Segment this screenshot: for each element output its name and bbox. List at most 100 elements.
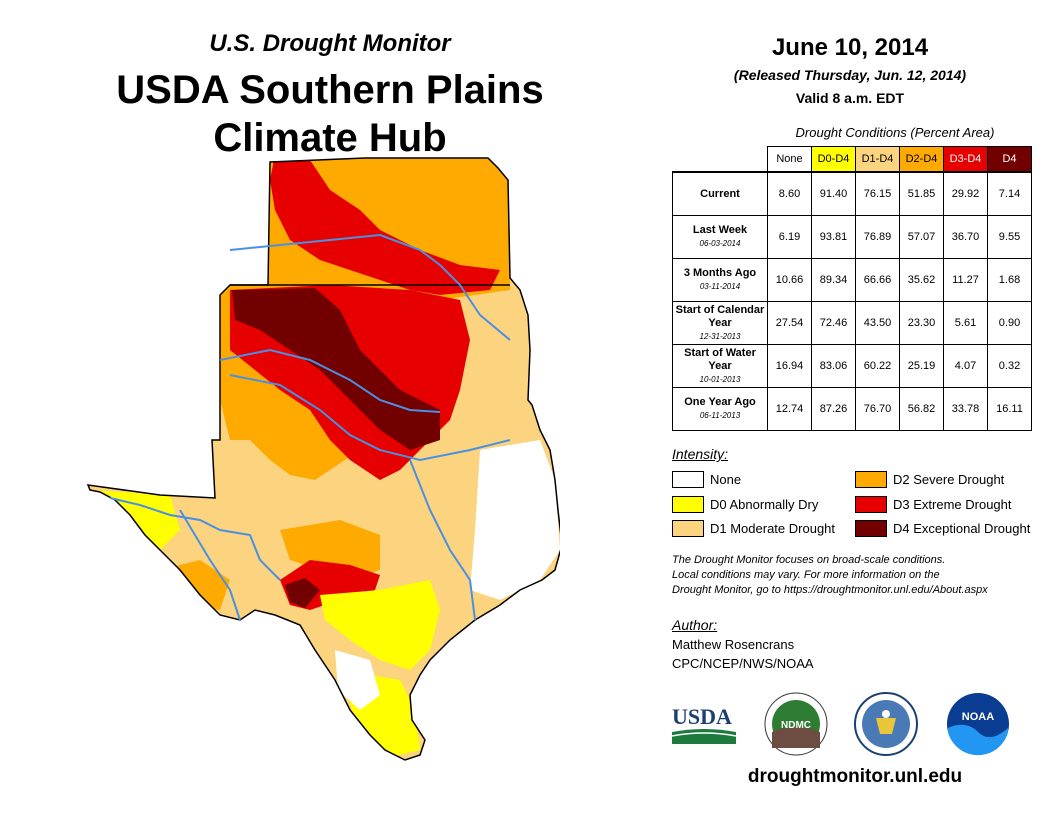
note-line: The Drought Monitor focuses on broad-sca…: [672, 554, 946, 566]
legend-item-d2: D2 Severe Drought: [855, 471, 1004, 488]
river: [229, 374, 511, 462]
usda-logo: USDA: [671, 700, 737, 748]
legend-item-d1: D1 Moderate Drought: [672, 520, 835, 537]
table-row: Current 8.60 91.40 76.15 51.85 29.92 7.1…: [672, 171, 1032, 216]
legend-swatch: [855, 496, 887, 513]
cell: 5.61: [943, 301, 988, 345]
legend-item-none: None: [672, 471, 741, 488]
legend-label: D1 Moderate Drought: [710, 521, 836, 536]
row-title: 3 Months Ago: [683, 267, 757, 279]
row-date: 06-11-2013: [699, 411, 741, 420]
cell: 83.06: [811, 344, 856, 388]
table-row: Start of Calendar Year 12-31-2013 27.54 7…: [672, 301, 1032, 345]
cell: 0.90: [987, 301, 1032, 345]
legend-swatch: [672, 520, 704, 537]
row-label: Current: [672, 171, 768, 216]
drought-conditions-table: None D0-D4 D1-D4 D2-D4 D3-D4 D4 Current …: [672, 146, 1032, 431]
cell: 25.19: [899, 344, 944, 388]
drought-map: [86, 157, 560, 761]
legend-label: D3 Extreme Drought: [893, 497, 1012, 512]
d3-zone-ks: [270, 158, 500, 295]
legend-label: None: [710, 472, 742, 487]
cell: 6.19: [767, 215, 812, 259]
note-line: Local conditions may vary. For more info…: [672, 569, 940, 581]
cell: 76.70: [855, 387, 900, 431]
row-title: Last Week: [692, 224, 748, 236]
river: [179, 509, 241, 621]
legend-item-d4: D4 Exceptional Drought: [855, 520, 1030, 537]
ndmc-logo-text: NDMC: [781, 720, 811, 731]
cell: 10.66: [767, 258, 812, 302]
legend-item-d3: D3 Extreme Drought: [855, 496, 1012, 513]
map-title: USDA Southern Plains Climate Hub: [40, 66, 620, 162]
legend-item-d0: D0 Abnormally Dry: [672, 496, 818, 513]
region-outline: [86, 157, 560, 761]
d4-zone-tx: [285, 578, 320, 608]
title-line-1: USDA Southern Plains: [116, 68, 544, 112]
col-header-none: None: [767, 146, 812, 173]
row-date: 03-11-2014: [699, 282, 741, 291]
row-date: 10-01-2013: [699, 374, 741, 384]
cell: 16.11: [987, 387, 1032, 431]
row-label: Last Week 06-03-2014: [672, 215, 768, 259]
row-title: Current: [700, 187, 740, 200]
cell: 57.07: [899, 215, 944, 259]
cell: 56.82: [899, 387, 944, 431]
cell: 23.30: [899, 301, 944, 345]
cell: 16.94: [767, 344, 812, 388]
disclaimer-note: The Drought Monitor focuses on broad-sca…: [672, 553, 1042, 598]
none-zone-east: [470, 440, 560, 600]
cell: 33.78: [943, 387, 988, 431]
cell: 12.74: [767, 387, 812, 431]
table-row: 3 Months Ago 03-11-2014 10.66 89.34 66.66…: [672, 258, 1032, 302]
commerce-seal: [854, 692, 918, 756]
cell: 0.32: [987, 344, 1032, 388]
table-caption: Drought Conditions (Percent Area): [795, 125, 995, 140]
website-link[interactable]: droughtmonitor.unl.edu: [747, 766, 963, 787]
author-heading: Author:: [672, 617, 718, 633]
released-date: (Released Thursday, Jun. 12, 2014): [733, 67, 967, 83]
cell: 66.66: [855, 258, 900, 302]
report-date: June 10, 2014: [771, 34, 929, 61]
cell: 1.68: [987, 258, 1032, 302]
d4-zone-ok: [232, 288, 440, 450]
map-subtitle: U.S. Drought Monitor: [209, 30, 451, 57]
d0-zone-west: [90, 490, 180, 550]
author-name: Matthew Rosencrans: [672, 637, 795, 652]
cell: 72.46: [811, 301, 856, 345]
cell: 35.62: [899, 258, 944, 302]
col-header-d4: D4: [987, 146, 1032, 173]
cell: 87.26: [811, 387, 856, 431]
cell: 76.15: [855, 171, 900, 216]
table-row: Last Week 06-03-2014 6.19 93.81 76.89 57.…: [672, 215, 1032, 259]
cell: 9.55: [987, 215, 1032, 259]
cell: 76.89: [855, 215, 900, 259]
cell: 89.34: [811, 258, 856, 302]
row-label: One Year Ago 06-11-2013: [672, 387, 768, 431]
row-date: 06-03-2014: [699, 239, 741, 248]
table-row: Start of Water Year 10-01-2013 16.94 83.0…: [672, 344, 1032, 388]
noaa-logo-text: NOAA: [962, 711, 994, 723]
cell: 36.70: [943, 215, 988, 259]
col-header-d1-d4: D1-D4: [855, 146, 900, 173]
cell: 11.27: [943, 258, 988, 302]
river: [229, 233, 511, 341]
cell: 4.07: [943, 344, 988, 388]
valid-time: Valid 8 a.m. EDT: [795, 90, 905, 106]
cell: 91.40: [811, 171, 856, 216]
row-title: Start of Water Year: [684, 346, 756, 372]
legend-label: D4 Exceptional Drought: [893, 521, 1031, 536]
d0-zone-central: [320, 580, 440, 670]
row-label: Start of Water Year 10-01-2013: [672, 344, 768, 388]
noaa-logo: NOAA: [946, 692, 1010, 756]
table-row: One Year Ago 06-11-2013 12.74 87.26 76.70…: [672, 387, 1032, 431]
cell: 93.81: [811, 215, 856, 259]
row-date: 12-31-2013: [699, 331, 741, 341]
cell: 7.14: [987, 171, 1032, 216]
col-header-d0-d4: D0-D4: [811, 146, 856, 173]
river: [409, 459, 476, 621]
title-line-2: Climate Hub: [213, 116, 447, 160]
legend-swatch: [672, 471, 704, 488]
legend-label: D2 Severe Drought: [893, 472, 1005, 487]
row-title: Start of Calendar Year: [675, 303, 765, 329]
